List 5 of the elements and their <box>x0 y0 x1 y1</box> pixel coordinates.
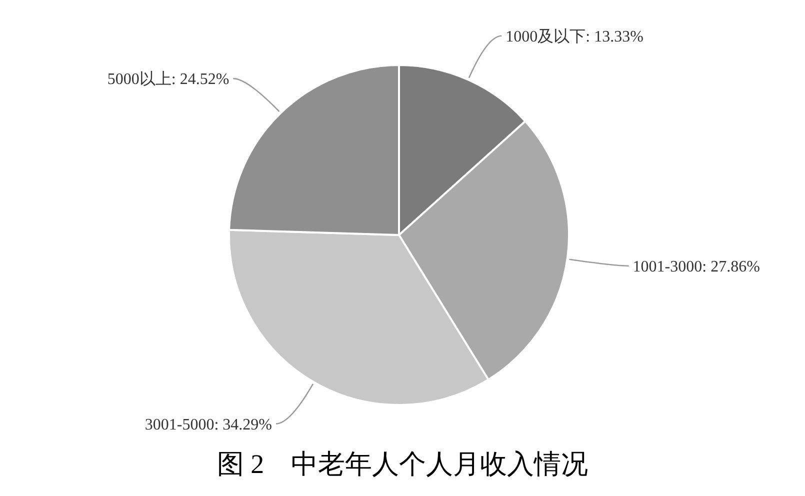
slice-label: 5000以上: 24.52% <box>107 70 230 88</box>
slice-label: 3001-5000: 34.29% <box>144 416 272 434</box>
slice-label: 1000及以下: 13.33% <box>506 27 644 46</box>
slice-label: 1001-3000: 27.86% <box>632 258 760 276</box>
text: 图 2 中老年人个人月收入情况 <box>216 448 590 481</box>
